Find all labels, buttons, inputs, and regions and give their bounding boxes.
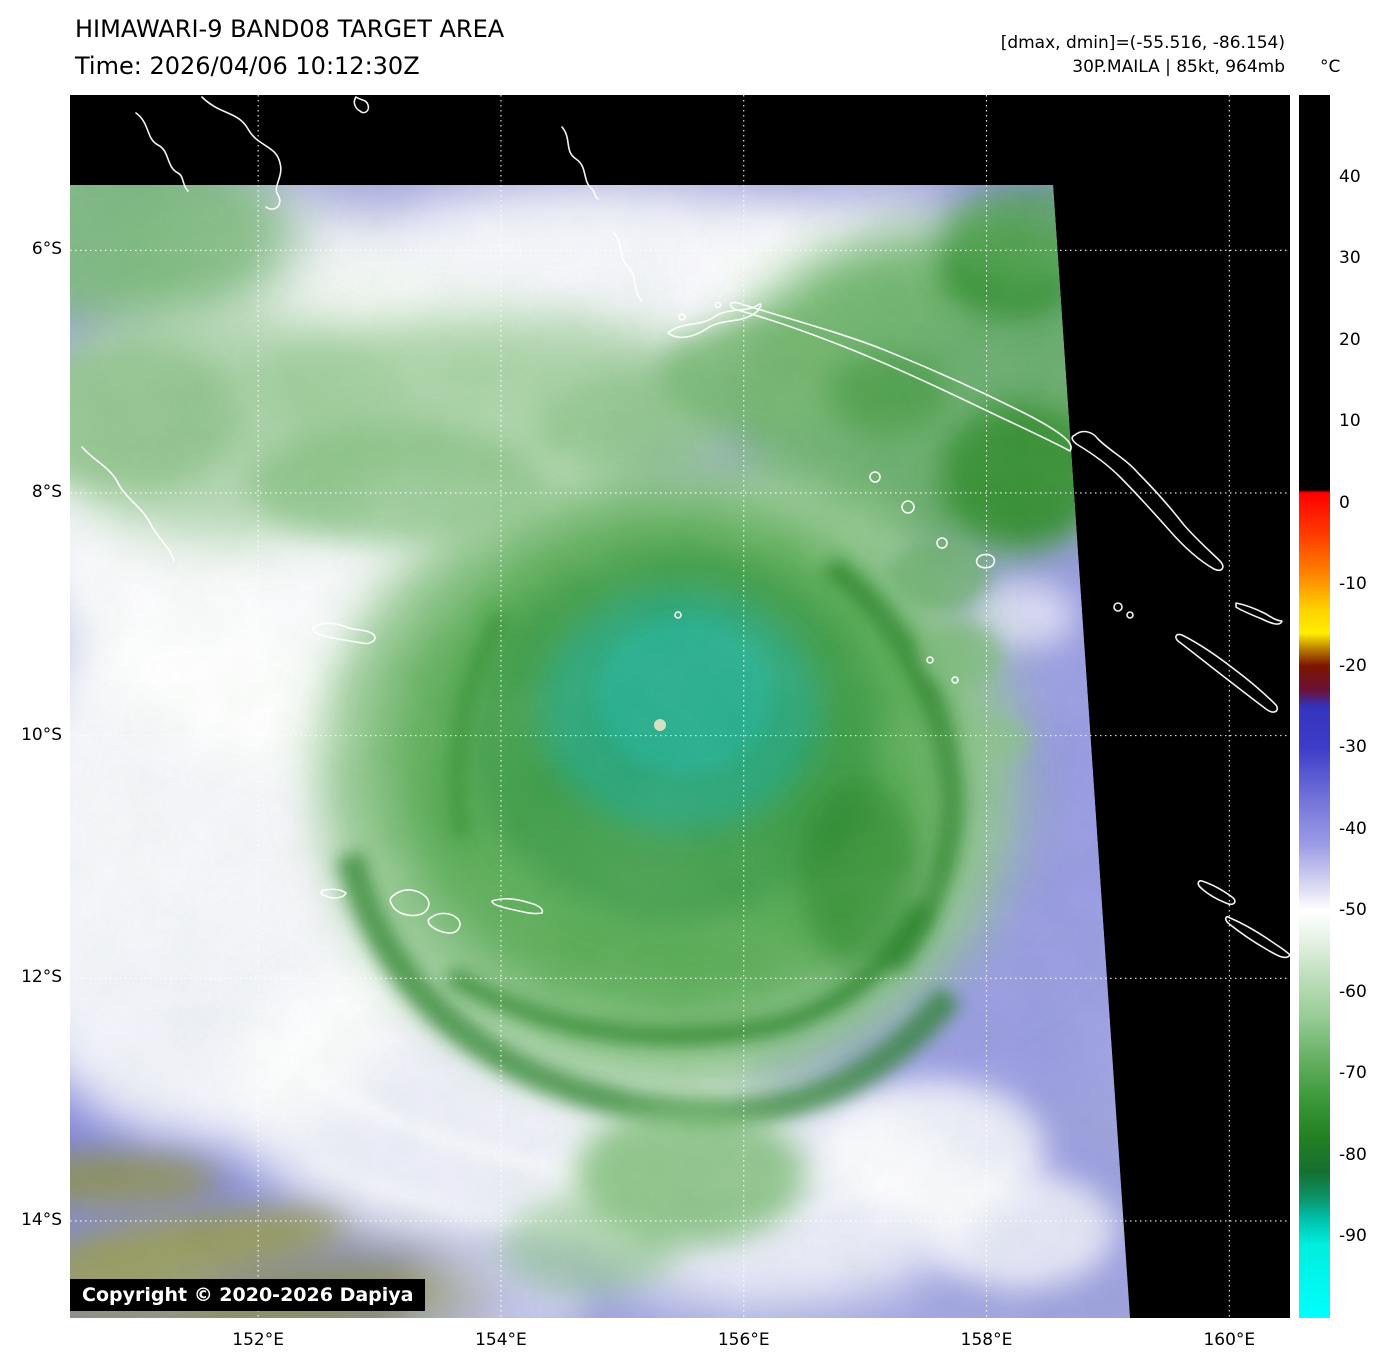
lat-tick-label: 6°S (31, 239, 62, 260)
colorbar-tick-label: -80 (1339, 1144, 1367, 1165)
colorbar-unit-label: °C (1320, 57, 1341, 77)
lat-tick-label: 10°S (21, 724, 62, 745)
satellite-image-svg (70, 95, 1290, 1318)
colorbar-tick-label: -60 (1339, 981, 1367, 1002)
storm-info-readout: 30P.MAILA | 85kt, 964mb (1072, 57, 1285, 77)
colorbar-tick-label: 30 (1339, 248, 1361, 269)
lon-tick-label: 160°E (1203, 1330, 1256, 1350)
lat-tick-label: 12°S (21, 967, 62, 988)
colorbar-tick-label: 10 (1339, 411, 1361, 432)
colorbar-tick-label: 40 (1339, 166, 1361, 187)
colorbar-tick-label: -90 (1339, 1226, 1367, 1247)
copyright-notice: Copyright © 2020-2026 Dapiya (70, 1279, 426, 1311)
lon-tick-label: 152°E (232, 1330, 285, 1350)
cloud-layer (70, 185, 1130, 1318)
time-subtitle: Time: 2026/04/06 10:12:30Z (75, 52, 420, 80)
colorbar-tick-label: -70 (1339, 1063, 1367, 1084)
colorbar-tick-label: -40 (1339, 818, 1367, 839)
colorbar-tick-label: -50 (1339, 900, 1367, 921)
colorbar-tick-label: -20 (1339, 655, 1367, 676)
header-right-block: [dmax, dmin]=(-55.516, -86.154) 30P.MAIL… (1001, 31, 1285, 79)
colorbar-tick-label: -10 (1339, 574, 1367, 595)
page-title: HIMAWARI-9 BAND08 TARGET AREA (75, 15, 505, 43)
lon-tick-label: 156°E (717, 1330, 770, 1350)
colorbar-ticks: 40 30 20 10 0 -10 -20 -30 -40 -50 -60 -70 -80 -90 (1339, 95, 1388, 1318)
colorbar-gradient (1299, 95, 1330, 1318)
satellite-map: Copyright © 2020-2026 Dapiya (70, 95, 1290, 1318)
colorbar-tick-label: -30 (1339, 737, 1367, 758)
lat-tick-label: 14°S (21, 1209, 62, 1230)
lon-tick-label: 154°E (475, 1330, 527, 1350)
lon-tick-label: 158°E (960, 1330, 1013, 1350)
dmax-dmin-readout: [dmax, dmin]=(-55.516, -86.154) (1000, 33, 1285, 53)
gridlines-layer (70, 95, 1290, 1318)
coastlines-layer (81, 96, 1290, 959)
lat-tick-label: 8°S (31, 481, 62, 502)
colorbar-tick-label: 20 (1339, 329, 1361, 350)
colorbar-tick-label: 0 (1339, 492, 1350, 513)
